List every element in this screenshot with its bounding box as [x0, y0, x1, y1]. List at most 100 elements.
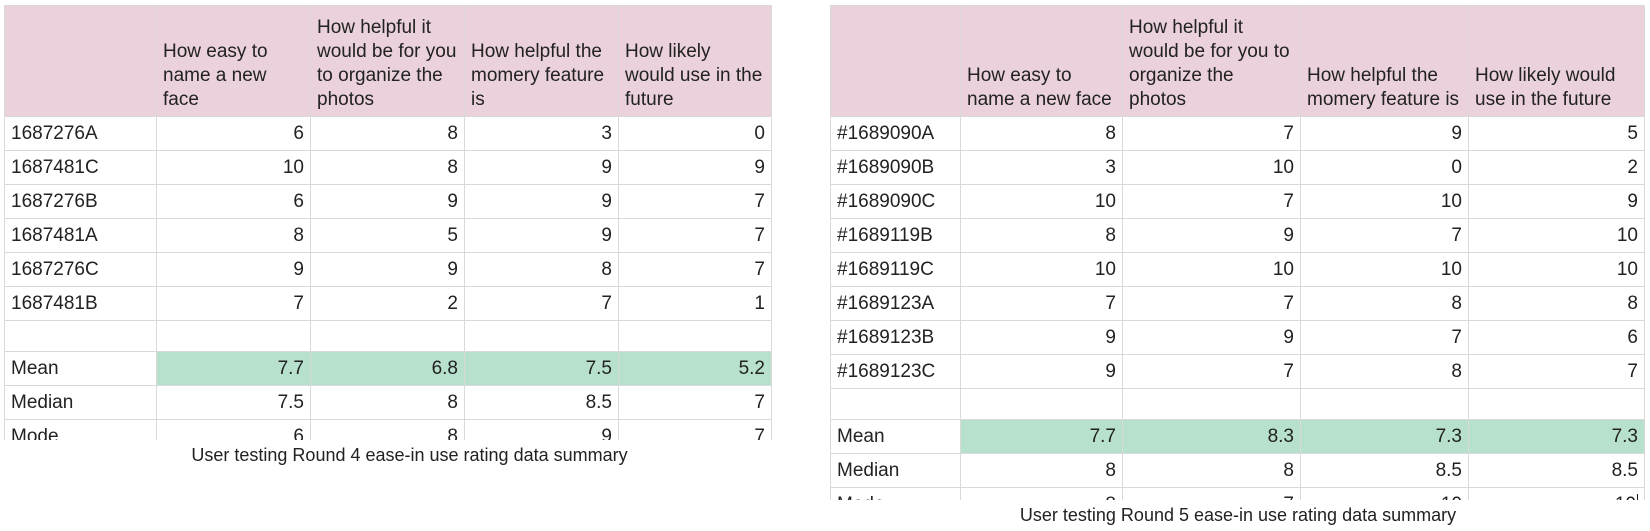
rating-cell[interactable]: 7 — [1122, 116, 1301, 151]
participant-id-cell[interactable]: 1687276A — [4, 116, 157, 151]
rating-cell[interactable]: 7 — [1122, 184, 1301, 219]
rating-cell[interactable]: 9 — [464, 184, 619, 219]
participant-id-cell[interactable]: #1689123C — [830, 354, 961, 389]
rating-cell[interactable]: 8 — [1300, 354, 1469, 389]
empty-cell[interactable] — [4, 320, 157, 352]
rating-cell[interactable]: 7 — [156, 286, 311, 321]
rating-cell[interactable]: 8 — [1468, 286, 1645, 321]
mode-cell[interactable]: 7 — [618, 419, 772, 440]
mode-cell[interactable]: 10 — [1468, 487, 1645, 500]
median-cell[interactable]: 8.5 — [1300, 453, 1469, 488]
rating-cell[interactable]: 8 — [310, 116, 465, 151]
mean-cell[interactable]: 7.3 — [1300, 419, 1469, 454]
mean-cell[interactable]: 8.3 — [1122, 419, 1301, 454]
rating-cell[interactable]: 10 — [1122, 252, 1301, 287]
column-header[interactable]: How easy to name a new face — [156, 5, 311, 117]
stat-label-cell[interactable]: Mode — [4, 419, 157, 440]
rating-cell[interactable]: 9 — [1122, 320, 1301, 355]
rating-cell[interactable]: 7 — [618, 218, 772, 253]
column-header[interactable]: How helpful it would be for you to organ… — [310, 5, 465, 117]
mean-cell[interactable]: 7.7 — [156, 351, 311, 386]
participant-id-cell[interactable]: #1689090B — [830, 150, 961, 185]
rating-cell[interactable]: 5 — [310, 218, 465, 253]
stat-label-cell[interactable]: Mean — [830, 419, 961, 454]
rating-cell[interactable]: 9 — [960, 354, 1123, 389]
rating-cell[interactable]: 10 — [1300, 252, 1469, 287]
rating-cell[interactable]: 9 — [960, 320, 1123, 355]
rating-cell[interactable]: 9 — [1122, 218, 1301, 253]
column-header[interactable]: How helpful it would be for you to organ… — [1122, 5, 1301, 117]
participant-id-cell[interactable]: #1689119B — [830, 218, 961, 253]
stat-label-cell[interactable]: Median — [830, 453, 961, 488]
rating-cell[interactable]: 3 — [464, 116, 619, 151]
rating-cell[interactable]: 9 — [310, 184, 465, 219]
rating-cell[interactable]: 10 — [1122, 150, 1301, 185]
participant-id-cell[interactable]: #1689090C — [830, 184, 961, 219]
participant-id-cell[interactable]: 1687481B — [4, 286, 157, 321]
rating-cell[interactable]: 9 — [464, 218, 619, 253]
mode-cell[interactable]: 10 — [1300, 487, 1469, 500]
column-header[interactable]: How easy to name a new face — [960, 5, 1123, 117]
corner-cell[interactable] — [4, 5, 157, 117]
median-cell[interactable]: 7 — [618, 385, 772, 420]
rating-cell[interactable]: 10 — [1300, 184, 1469, 219]
mean-cell[interactable]: 6.8 — [310, 351, 465, 386]
median-cell[interactable]: 7.5 — [156, 385, 311, 420]
median-cell[interactable]: 8.5 — [1468, 453, 1645, 488]
mode-cell[interactable]: 8 — [960, 487, 1123, 500]
empty-cell[interactable] — [1468, 388, 1645, 420]
participant-id-cell[interactable]: 1687276C — [4, 252, 157, 287]
rating-cell[interactable]: 10 — [1468, 252, 1645, 287]
rating-cell[interactable]: 6 — [156, 184, 311, 219]
empty-cell[interactable] — [1122, 388, 1301, 420]
rating-cell[interactable]: 0 — [618, 116, 772, 151]
mode-cell[interactable]: 7 — [1122, 487, 1301, 500]
participant-id-cell[interactable]: #1689090A — [830, 116, 961, 151]
mean-cell[interactable]: 7.3 — [1468, 419, 1645, 454]
empty-cell[interactable] — [960, 388, 1123, 420]
rating-cell[interactable]: 9 — [156, 252, 311, 287]
median-cell[interactable]: 8.5 — [464, 385, 619, 420]
rating-cell[interactable]: 7 — [1300, 320, 1469, 355]
rating-cell[interactable]: 9 — [1468, 184, 1645, 219]
median-cell[interactable]: 8 — [310, 385, 465, 420]
corner-cell[interactable] — [830, 5, 961, 117]
median-cell[interactable]: 8 — [960, 453, 1123, 488]
empty-cell[interactable] — [464, 320, 619, 352]
mean-cell[interactable]: 7.5 — [464, 351, 619, 386]
rating-cell[interactable]: 8 — [310, 150, 465, 185]
participant-id-cell[interactable]: 1687481C — [4, 150, 157, 185]
empty-cell[interactable] — [156, 320, 311, 352]
rating-cell[interactable]: 7 — [618, 252, 772, 287]
column-header[interactable]: How likely would use in the future — [1468, 5, 1645, 117]
mode-cell[interactable]: 9 — [464, 419, 619, 440]
stat-label-cell[interactable]: Mode — [830, 487, 961, 500]
rating-cell[interactable]: 8 — [1300, 286, 1469, 321]
rating-cell[interactable]: 10 — [1468, 218, 1645, 253]
empty-cell[interactable] — [1300, 388, 1469, 420]
rating-cell[interactable]: 9 — [464, 150, 619, 185]
mean-cell[interactable]: 7.7 — [960, 419, 1123, 454]
participant-id-cell[interactable]: 1687276B — [4, 184, 157, 219]
participant-id-cell[interactable]: #1689123A — [830, 286, 961, 321]
participant-id-cell[interactable]: 1687481A — [4, 218, 157, 253]
stat-label-cell[interactable]: Mean — [4, 351, 157, 386]
empty-cell[interactable] — [830, 388, 961, 420]
rating-cell[interactable]: 2 — [1468, 150, 1645, 185]
rating-cell[interactable]: 6 — [156, 116, 311, 151]
empty-cell[interactable] — [618, 320, 772, 352]
column-header[interactable]: How helpful the momery feature is — [1300, 5, 1469, 117]
column-header[interactable]: How helpful the momery feature is — [464, 5, 619, 117]
rating-cell[interactable]: 9 — [618, 150, 772, 185]
rating-cell[interactable]: 7 — [464, 286, 619, 321]
rating-cell[interactable]: 8 — [960, 116, 1123, 151]
rating-cell[interactable]: 10 — [960, 252, 1123, 287]
rating-cell[interactable]: 8 — [464, 252, 619, 287]
participant-id-cell[interactable]: #1689119C — [830, 252, 961, 287]
rating-cell[interactable]: 5 — [1468, 116, 1645, 151]
rating-cell[interactable]: 8 — [156, 218, 311, 253]
mode-cell[interactable]: 8 — [310, 419, 465, 440]
stat-label-cell[interactable]: Median — [4, 385, 157, 420]
participant-id-cell[interactable]: #1689123B — [830, 320, 961, 355]
rating-cell[interactable]: 7 — [618, 184, 772, 219]
